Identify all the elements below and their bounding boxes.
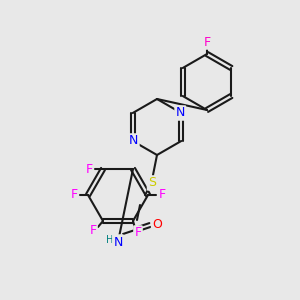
Text: H: H xyxy=(106,235,114,245)
Text: N: N xyxy=(113,236,123,248)
Text: F: F xyxy=(158,188,166,202)
Text: F: F xyxy=(134,226,142,239)
Text: S: S xyxy=(148,176,156,190)
Text: F: F xyxy=(203,35,211,49)
Text: N: N xyxy=(176,106,185,119)
Text: N: N xyxy=(129,134,138,148)
Text: F: F xyxy=(85,163,93,176)
Text: F: F xyxy=(89,224,97,238)
Text: F: F xyxy=(70,188,78,202)
Text: O: O xyxy=(152,218,162,232)
